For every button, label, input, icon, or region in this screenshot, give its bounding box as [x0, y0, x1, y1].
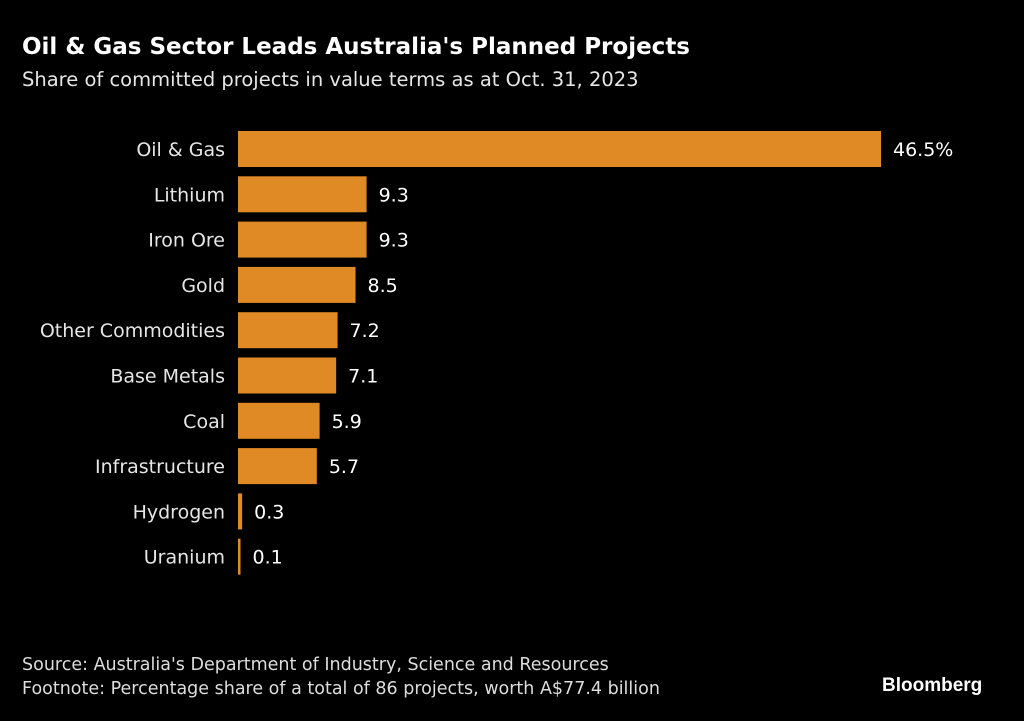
bar: [238, 448, 317, 485]
data-label: 5.7: [329, 456, 359, 478]
bar: [238, 538, 241, 575]
category-label: Other Commodities: [40, 320, 225, 342]
bar: [238, 221, 367, 258]
chart-subtitle: Share of committed projects in value ter…: [22, 68, 639, 91]
category-label: Oil & Gas: [136, 139, 225, 161]
data-label: 46.5%: [893, 139, 953, 161]
category-label: Hydrogen: [133, 501, 225, 523]
category-label: Iron Ore: [148, 230, 225, 252]
category-label: Lithium: [154, 184, 225, 206]
category-label: Gold: [181, 275, 225, 297]
bar: [238, 402, 320, 439]
footnote: Footnote: Percentage share of a total of…: [22, 679, 660, 699]
bar: [238, 312, 338, 349]
data-label: 9.3: [379, 230, 409, 252]
chart-title: Oil & Gas Sector Leads Australia's Plann…: [22, 34, 690, 60]
data-label: 0.1: [253, 547, 283, 569]
data-label: 0.3: [254, 501, 284, 523]
bar: [238, 493, 243, 530]
bar: [238, 357, 337, 394]
bar: [238, 131, 881, 167]
data-label: 9.3: [379, 184, 409, 206]
bar: [238, 176, 367, 213]
category-label: Infrastructure: [95, 456, 225, 478]
category-label: Base Metals: [110, 366, 225, 388]
data-label: 5.9: [332, 411, 362, 433]
data-label: 8.5: [368, 275, 398, 297]
category-label: Coal: [183, 411, 225, 433]
data-label: 7.1: [348, 366, 378, 388]
bloomberg-logo: Bloomberg: [882, 675, 983, 696]
bar: [238, 266, 356, 303]
source-note: Source: Australia's Department of Indust…: [22, 655, 609, 675]
bar-chart: Oil & Gas 46.5% Lithium 9.3 Iron Ore 9.3 Gold 8…: [40, 131, 953, 575]
category-label: Uranium: [144, 547, 225, 569]
data-label: 7.2: [350, 320, 380, 342]
